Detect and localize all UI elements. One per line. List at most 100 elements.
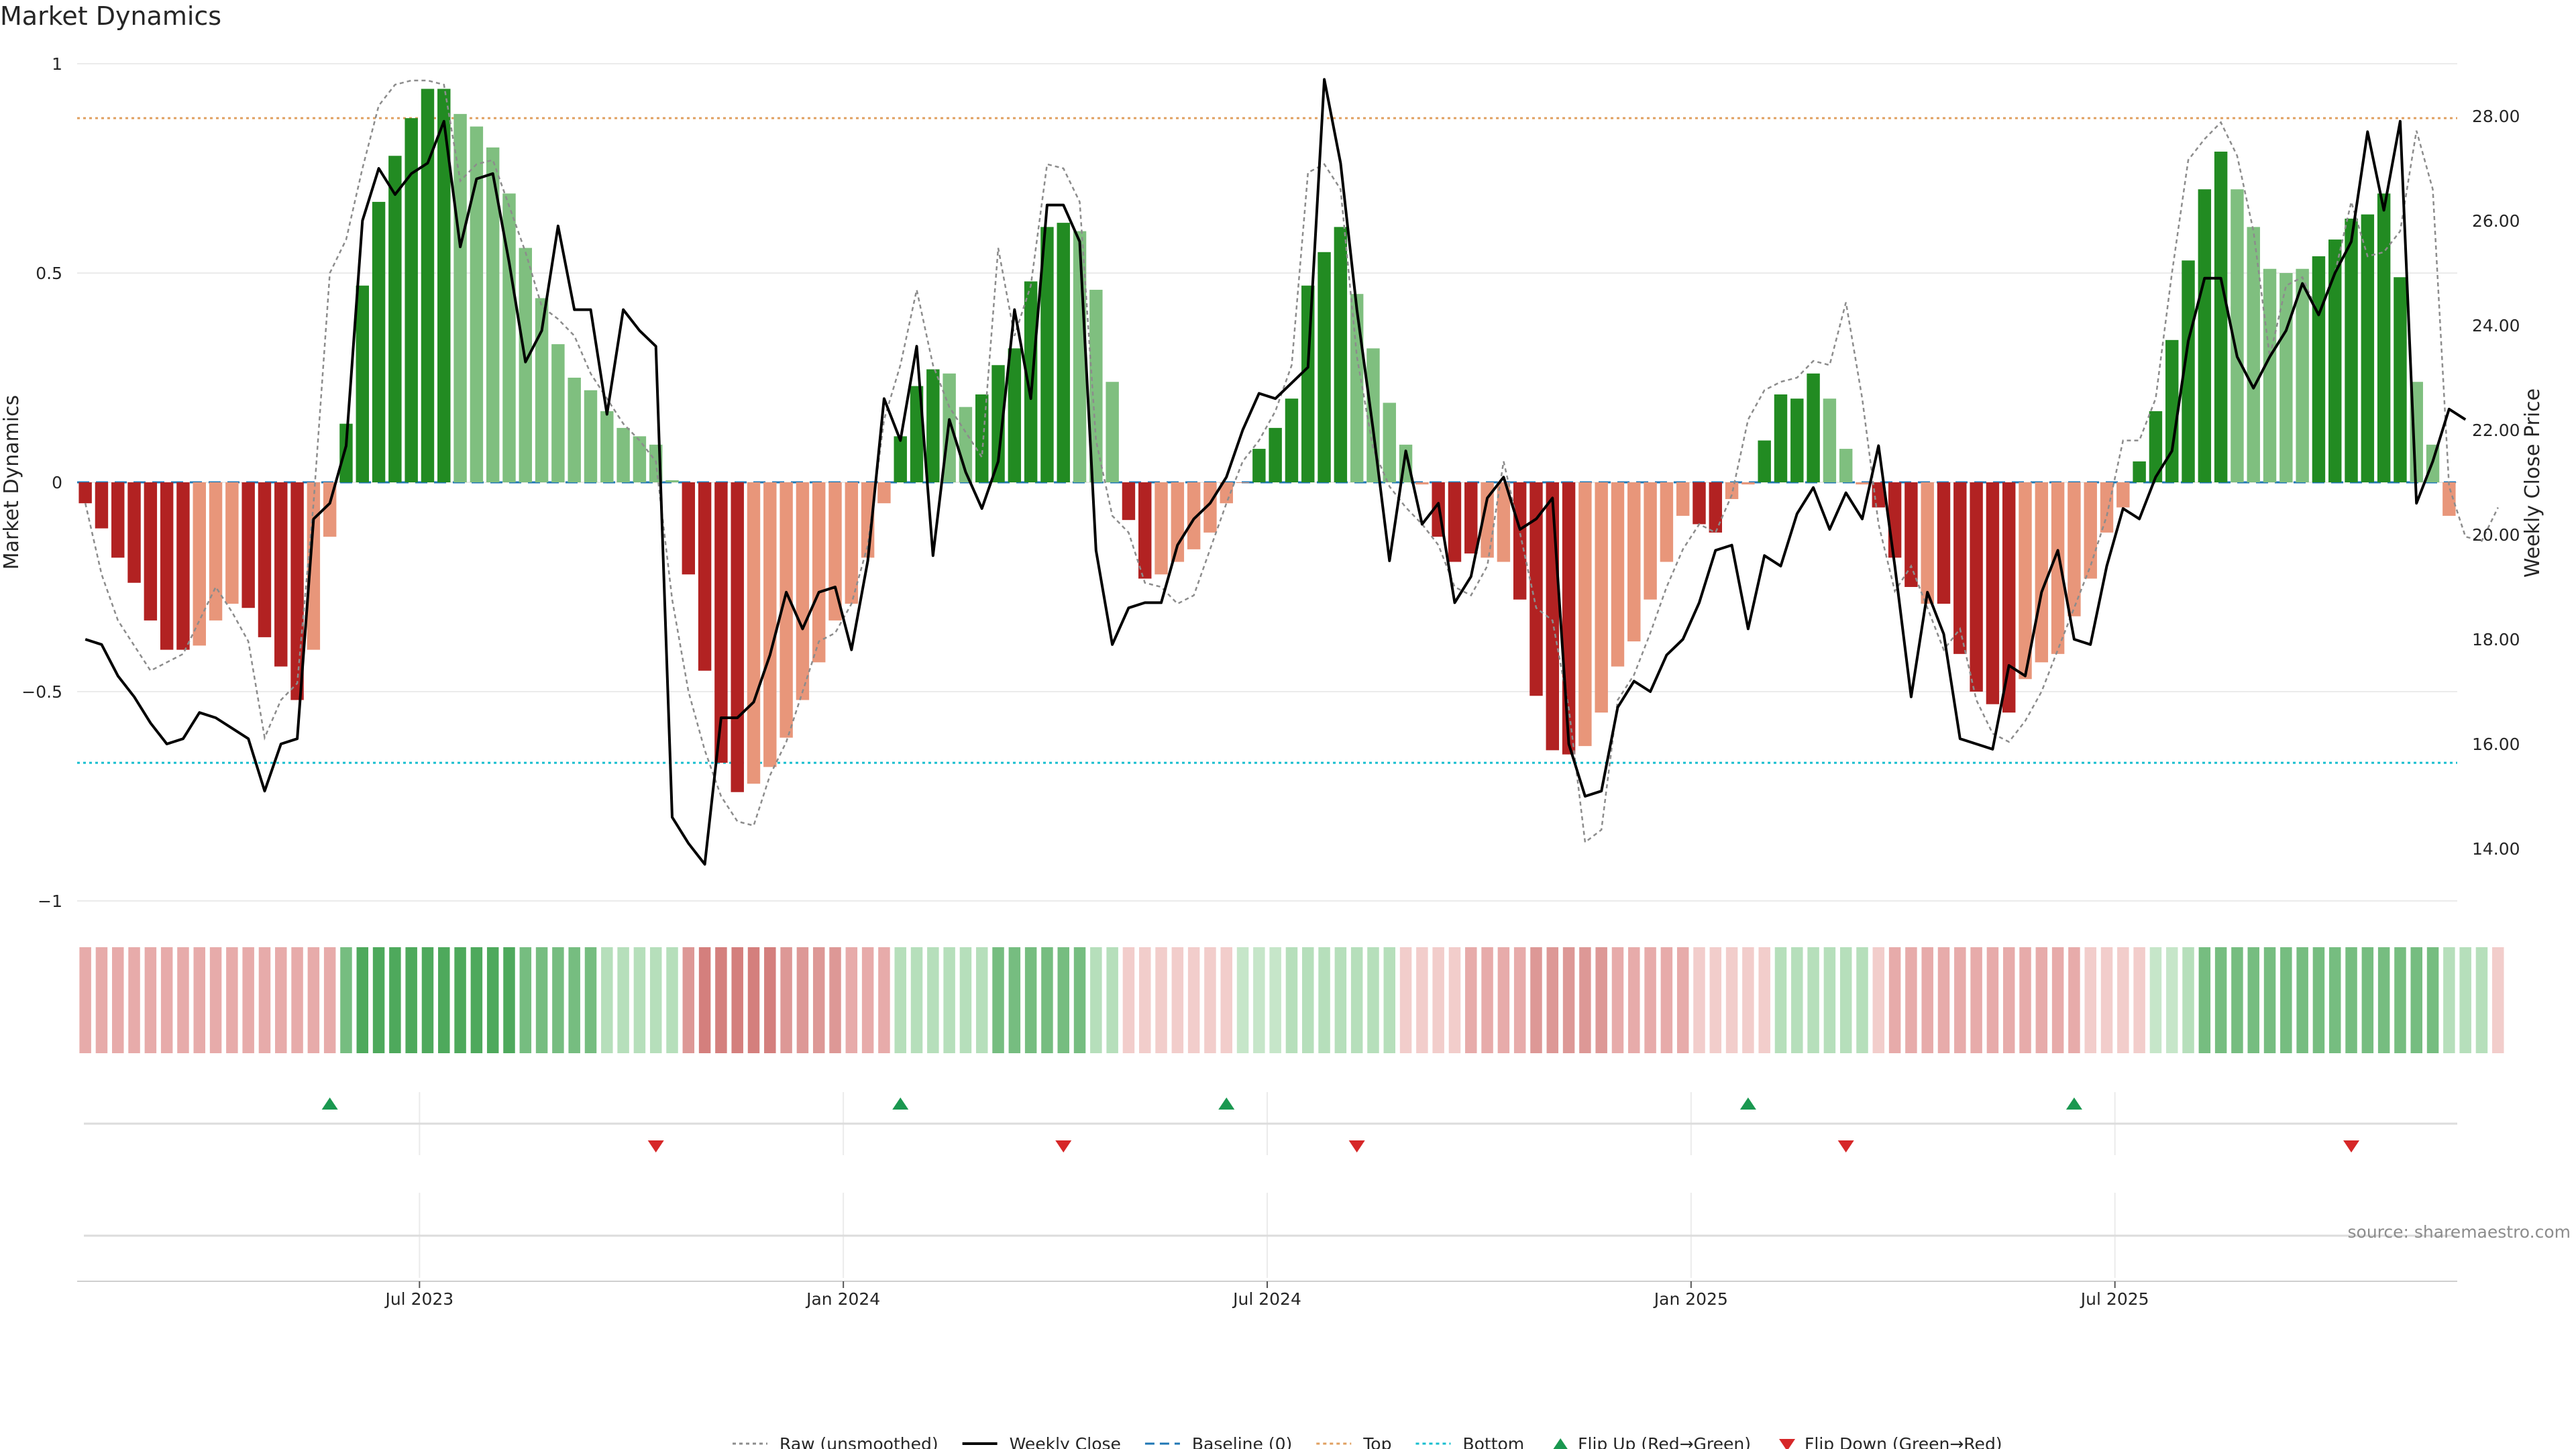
dynamics-bar bbox=[2068, 482, 2081, 616]
dynamics-bar bbox=[1236, 482, 1250, 483]
regime-cell bbox=[323, 947, 336, 1053]
dynamics-bar bbox=[405, 118, 418, 482]
regime-cell bbox=[1791, 947, 1803, 1053]
regime-cell bbox=[177, 947, 189, 1053]
regime-cell bbox=[584, 947, 597, 1053]
regime-cell bbox=[1742, 947, 1754, 1053]
regime-cell bbox=[1399, 947, 1412, 1053]
dynamics-bar bbox=[796, 482, 810, 700]
regime-cell bbox=[1758, 947, 1770, 1053]
regime-cell bbox=[780, 947, 792, 1053]
regime-cell bbox=[1024, 947, 1037, 1053]
dynamics-bar bbox=[1529, 482, 1543, 696]
flip-down-marker bbox=[1348, 1140, 1365, 1152]
regime-cell bbox=[943, 947, 955, 1053]
regime-cell bbox=[1530, 947, 1542, 1053]
dynamics-bar bbox=[2019, 482, 2032, 680]
regime-cell bbox=[1970, 947, 1982, 1053]
regime-cell bbox=[291, 947, 303, 1053]
legend-item: Top bbox=[1316, 1434, 1391, 1449]
x-tick-label: Jul 2023 bbox=[384, 1289, 453, 1309]
regime-cell bbox=[1204, 947, 1216, 1053]
regime-cell bbox=[861, 947, 874, 1053]
dynamics-bar bbox=[535, 298, 549, 482]
chart-title: Market Dynamics bbox=[0, 1, 222, 31]
dynamics-bar bbox=[2312, 256, 2326, 482]
series-lines bbox=[84, 78, 2499, 866]
regime-cell bbox=[2247, 947, 2259, 1053]
legend-label: Flip Down (Green→Red) bbox=[1805, 1434, 2002, 1449]
dynamics-bar bbox=[616, 427, 630, 482]
regime-cell bbox=[1693, 947, 1705, 1053]
right-axis-label: Weekly Close Price bbox=[2521, 388, 2544, 578]
dynamics-bar bbox=[1057, 223, 1070, 482]
dynamics-bar bbox=[584, 390, 598, 482]
regime-cell bbox=[1106, 947, 1118, 1053]
dynamics-bar bbox=[2002, 482, 2016, 713]
dynamics-bar bbox=[1040, 227, 1054, 482]
regime-cell bbox=[2165, 947, 2178, 1053]
regime-cell bbox=[1318, 947, 1330, 1053]
dynamics-bar bbox=[111, 482, 125, 558]
regime-cell bbox=[1921, 947, 1933, 1053]
regime-cell bbox=[666, 947, 678, 1053]
flip-down-marker bbox=[2343, 1140, 2360, 1152]
right-tick-label: 26.00 bbox=[2472, 211, 2520, 231]
flip-up-marker bbox=[892, 1097, 909, 1110]
regime-cell bbox=[2117, 947, 2129, 1053]
regime-cell bbox=[2443, 947, 2455, 1053]
legend-label: Flip Up (Red→Green) bbox=[1578, 1434, 1751, 1449]
dynamics-bar bbox=[1562, 482, 1576, 755]
dynamics-bar bbox=[1709, 482, 1723, 533]
regime-cell bbox=[1448, 947, 1461, 1053]
dynamics-bar bbox=[2263, 268, 2277, 482]
dynamics-bar bbox=[1008, 348, 1022, 482]
regime-cell bbox=[1595, 947, 1607, 1053]
regime-cell bbox=[1090, 947, 1102, 1053]
regime-cell bbox=[1774, 947, 1787, 1053]
legend-swatch bbox=[1779, 1439, 1796, 1449]
regime-cell bbox=[79, 947, 91, 1053]
regime-cell bbox=[1334, 947, 1347, 1053]
flip-up-marker bbox=[1218, 1097, 1235, 1110]
dynamics-bar bbox=[926, 369, 940, 482]
regime-cell bbox=[340, 947, 352, 1053]
right-tick-label: 28.00 bbox=[2472, 107, 2520, 126]
regime-cell bbox=[1823, 947, 1836, 1053]
legend-swatch bbox=[1553, 1438, 1568, 1449]
dynamics-bar bbox=[812, 482, 826, 663]
flip-down-marker bbox=[1055, 1140, 1072, 1152]
dynamics-bar bbox=[2377, 193, 2391, 482]
regime-cell bbox=[470, 947, 483, 1053]
regime-cell bbox=[226, 947, 238, 1053]
left-axis-label: Market Dynamics bbox=[0, 395, 23, 570]
regime-cell bbox=[1872, 947, 1885, 1053]
dynamics-bar bbox=[1839, 449, 1853, 482]
dynamics-bar bbox=[127, 482, 141, 583]
dynamics-bar bbox=[1627, 482, 1641, 642]
dynamics-bar bbox=[1644, 482, 1657, 600]
left-tick-label: 1 bbox=[52, 54, 62, 74]
regime-cell bbox=[1432, 947, 1444, 1053]
regime-cell bbox=[454, 947, 466, 1053]
regime-cell bbox=[1562, 947, 1575, 1053]
regime-cell bbox=[878, 947, 890, 1053]
regime-cell bbox=[1660, 947, 1673, 1053]
legend-label: Top bbox=[1362, 1434, 1391, 1449]
regime-cell bbox=[894, 947, 906, 1053]
right-tick-label: 22.00 bbox=[2472, 421, 2520, 440]
regime-cell bbox=[1611, 947, 1624, 1053]
dynamics-bar bbox=[665, 480, 679, 482]
regime-cell bbox=[209, 947, 222, 1053]
regime-cell bbox=[1253, 947, 1265, 1053]
dynamics-bar bbox=[2231, 189, 2244, 482]
dynamics-bar bbox=[453, 113, 467, 482]
regime-cell bbox=[2492, 947, 2504, 1053]
regime-cell bbox=[649, 947, 662, 1053]
dynamics-bar bbox=[2394, 277, 2407, 482]
dynamics-bar bbox=[1138, 482, 1152, 579]
dynamics-bar bbox=[894, 436, 907, 482]
regime-cell bbox=[992, 947, 1004, 1053]
regime-cell bbox=[1986, 947, 1999, 1053]
dynamics-bar bbox=[1089, 289, 1103, 482]
